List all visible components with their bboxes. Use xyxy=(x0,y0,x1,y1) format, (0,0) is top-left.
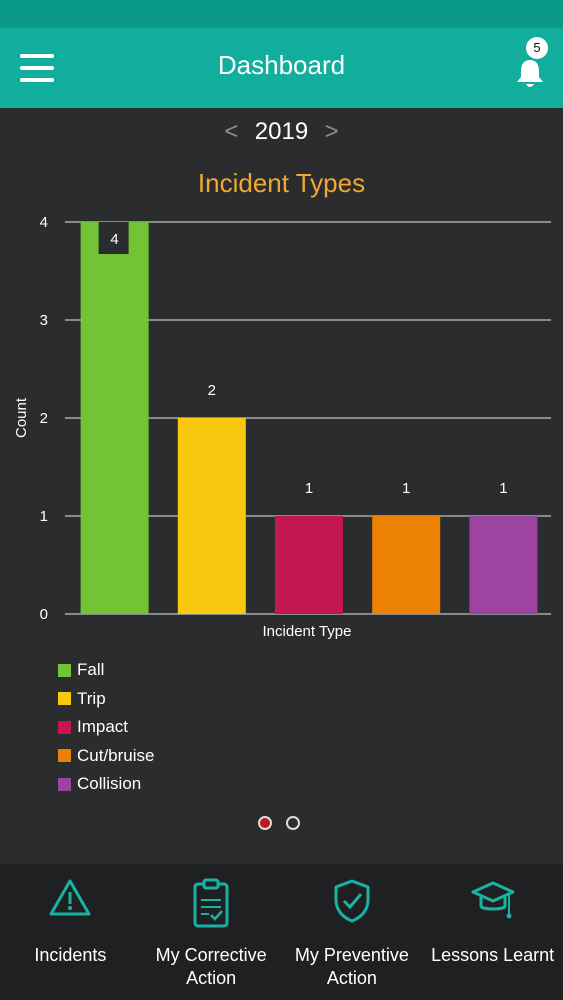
notification-count-badge: 5 xyxy=(526,37,548,59)
legend-label: Impact xyxy=(77,717,129,737)
incident-types-bar-chart: 0 1 2 3 4 4 2 1 1 1 Incident Type Count xyxy=(13,214,551,640)
bottom-navigation: Incidents My Corrective Action My Preven… xyxy=(0,864,563,1000)
bar-trip xyxy=(177,418,246,614)
legend-label: Cut/bruise xyxy=(77,745,155,765)
legend-item: Impact xyxy=(58,713,154,742)
page-title: Dashboard xyxy=(217,50,346,80)
data-label: 4 xyxy=(110,231,118,248)
chart-title: Incident Types xyxy=(197,168,366,198)
y-tick-label: 4 xyxy=(40,214,48,231)
page-dot[interactable] xyxy=(286,816,300,830)
page-dot[interactable] xyxy=(258,816,272,830)
hamburger-menu-icon[interactable] xyxy=(20,54,54,82)
legend-label: Fall xyxy=(77,660,105,680)
nav-label-lessons-learnt: Lessons Learnt xyxy=(431,945,555,965)
legend-item: Trip xyxy=(58,685,154,714)
chart-legend: Fall Trip Impact Cut/bruise Collision xyxy=(58,656,154,799)
legend-item: Collision xyxy=(58,770,154,799)
legend-item: Fall xyxy=(58,656,154,685)
notifications-bell-icon[interactable] xyxy=(512,50,548,90)
nav-label-incidents: Incidents xyxy=(34,945,107,965)
data-label: 1 xyxy=(305,480,313,497)
y-tick-label: 1 xyxy=(40,508,48,525)
nav-item-incidents[interactable]: Incidents xyxy=(0,864,141,1000)
previous-year-button[interactable]: < xyxy=(224,118,239,145)
bar-collision xyxy=(469,516,538,614)
y-tick-label: 0 xyxy=(40,606,48,623)
nav-item-lessons-learnt[interactable]: Lessons Learnt xyxy=(422,864,563,1000)
data-label: 2 xyxy=(208,382,216,399)
bar-cut-bruise xyxy=(372,516,441,614)
legend-swatch xyxy=(58,692,71,706)
legend-swatch xyxy=(58,749,71,763)
nav-label-my-corrective-action: My Corrective Action xyxy=(155,945,267,988)
data-label: 1 xyxy=(499,480,507,497)
graduation-cap-icon xyxy=(469,878,517,931)
y-tick-label: 3 xyxy=(40,312,48,329)
year-selector: < 2019 > xyxy=(0,118,563,148)
nav-item-my-preventive-action[interactable]: My Preventive Action xyxy=(282,864,423,1000)
legend-label: Collision xyxy=(77,774,142,794)
nav-item-my-corrective-action[interactable]: My Corrective Action xyxy=(141,864,282,1000)
legend-item: Cut/bruise xyxy=(58,742,154,771)
bar-fall xyxy=(80,222,149,614)
shield-check-icon xyxy=(332,878,372,929)
page-indicator xyxy=(258,816,314,830)
y-tick-label: 2 xyxy=(40,410,48,427)
warning-icon xyxy=(48,878,92,923)
data-label-background xyxy=(98,222,129,254)
legend-swatch xyxy=(58,777,71,791)
next-year-button[interactable]: > xyxy=(324,118,339,145)
top-app-bar: Dashboard xyxy=(0,28,563,108)
data-label: 1 xyxy=(402,480,410,497)
x-axis-label: Incident Type xyxy=(263,623,352,640)
clipboard-check-icon xyxy=(191,878,231,933)
legend-swatch xyxy=(58,720,71,734)
status-bar xyxy=(0,0,563,28)
legend-swatch xyxy=(58,663,71,677)
bar-impact xyxy=(275,516,343,614)
selected-year: 2019 xyxy=(254,118,309,145)
y-axis-label: Count xyxy=(13,397,30,438)
legend-label: Trip xyxy=(77,688,106,708)
nav-label-my-preventive-action: My Preventive Action xyxy=(294,945,409,988)
